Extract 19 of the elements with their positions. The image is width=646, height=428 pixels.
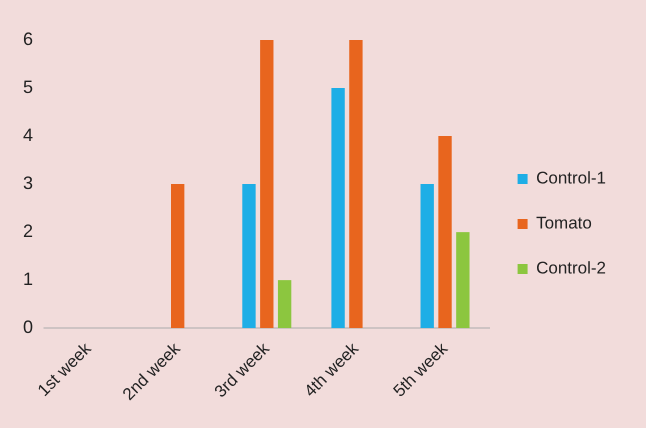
- bar: [278, 280, 292, 328]
- y-tick-label: 3: [22, 173, 34, 194]
- y-tick-label: 6: [22, 28, 34, 49]
- bar: [420, 184, 434, 328]
- y-tick-label: 4: [22, 125, 34, 146]
- legend-label: Control-2: [536, 258, 606, 278]
- bar: [331, 88, 345, 328]
- bar: [242, 184, 256, 328]
- y-tick-label: 0: [22, 317, 34, 338]
- legend-label: Control-1: [536, 168, 606, 188]
- bar: [171, 184, 184, 328]
- bar: [349, 40, 363, 328]
- bar: [438, 136, 452, 328]
- bar: [456, 232, 470, 328]
- bar: [260, 40, 274, 328]
- y-tick-label: 2: [22, 221, 34, 242]
- legend-label: Tomato: [536, 214, 592, 233]
- y-tick-label: 1: [22, 269, 34, 290]
- y-tick-label: 5: [22, 76, 34, 97]
